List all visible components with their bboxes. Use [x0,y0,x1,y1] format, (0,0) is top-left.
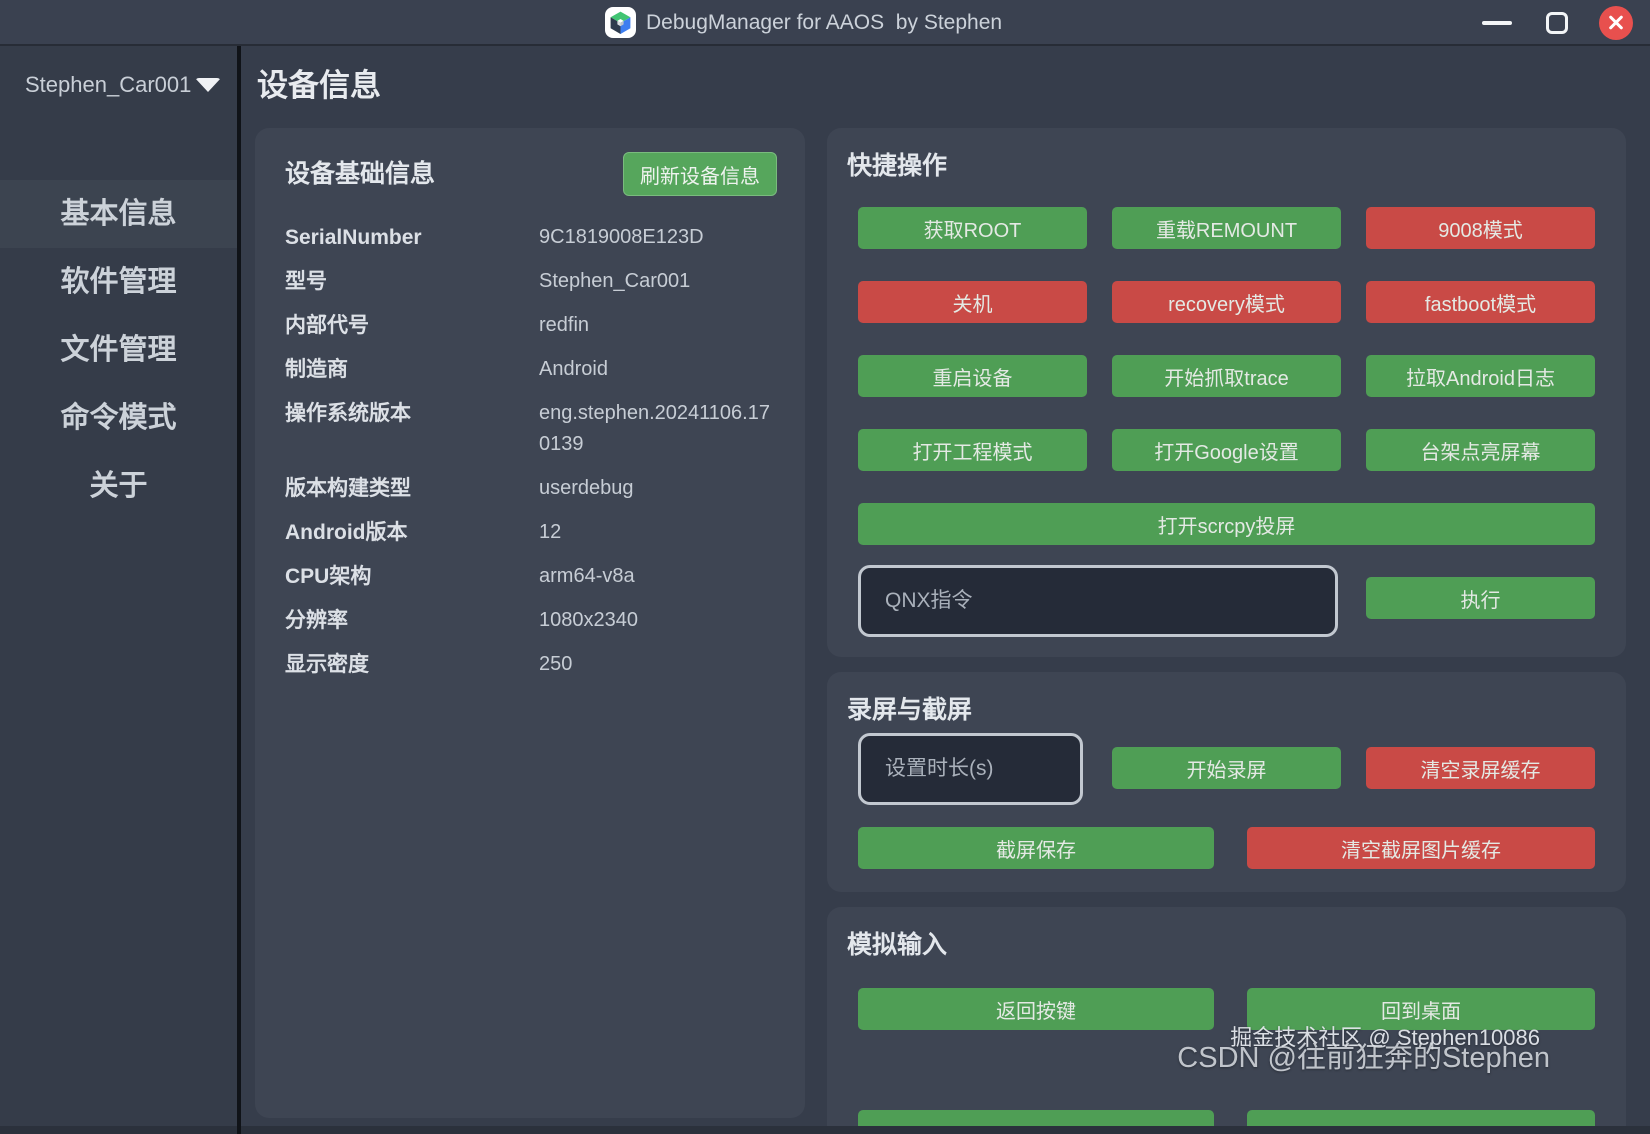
field-manufacturer: 制造商 Android [285,358,608,381]
quick-ops-title: 快捷操作 [847,152,948,180]
record-screenshot-panel: 录屏与截屏 开始录屏 清空录屏缓存 截屏保存 清空截屏图片缓存 [827,672,1626,892]
device-selector[interactable]: Stephen_Car001 [0,64,237,108]
app-logo-icon [605,7,636,38]
field-model: 型号 Stephen_Car001 [285,270,691,293]
field-cpu-arch: CPU架构 arm64-v8a [285,565,635,588]
field-serial-number: SerialNumber 9C1819008E123D [285,226,704,249]
field-os-version: 操作系统版本 eng.stephen.20241106.170139 [285,402,770,455]
chevron-down-icon [195,78,221,92]
window-bottom-edge [0,1126,1650,1134]
recovery-mode-button[interactable]: recovery模式 [1112,281,1341,323]
minimize-icon [1482,21,1512,25]
record-panel-title: 录屏与截屏 [847,696,973,724]
sidebar-divider [237,46,241,1134]
sidebar-menu: 基本信息 软件管理 文件管理 命令模式 关于 [0,180,237,520]
field-android-version: Android版本 12 [285,521,562,544]
clear-record-cache-button[interactable]: 清空录屏缓存 [1366,747,1595,789]
sidebar-item-files[interactable]: 文件管理 [60,334,177,366]
start-trace-button[interactable]: 开始抓取trace [1112,355,1341,397]
sidebar: Stephen_Car001 基本信息 软件管理 文件管理 命令模式 关于 [0,46,237,1134]
engineering-mode-button[interactable]: 打开工程模式 [858,429,1087,471]
sidebar-item-basic-info[interactable]: 基本信息 [0,180,237,248]
quick-ops-panel: 快捷操作 获取ROOT 重载REMOUNT 9008模式 关机 recovery… [827,128,1626,657]
watermark-line1: 掘金技术社区 @ Stephen10086 [1230,1025,1540,1050]
start-record-button[interactable]: 开始录屏 [1112,747,1341,789]
simulated-input-title: 模拟输入 [847,931,948,959]
close-button[interactable] [1599,6,1633,40]
maximize-button[interactable] [1538,4,1576,42]
watermark-line2: CSDN @往前狂奔的Stephen [1177,1042,1550,1074]
get-root-button[interactable]: 获取ROOT [858,207,1087,249]
mode-9008-button[interactable]: 9008模式 [1366,207,1595,249]
field-resolution: 分辨率 1080x2340 [285,609,638,632]
scrcpy-button[interactable]: 打开scrcpy投屏 [858,503,1595,545]
remount-button[interactable]: 重载REMOUNT [1112,207,1341,249]
device-fields: SerialNumber 9C1819008E123D 型号 Stephen_C… [255,196,805,680]
maximize-icon [1546,12,1568,34]
field-density: 显示密度 250 [285,653,573,676]
device-info-panel: 设备基础信息 刷新设备信息 SerialNumber 9C1819008E123… [255,128,805,1118]
execute-button[interactable]: 执行 [1366,577,1595,619]
back-key-button[interactable]: 返回按键 [858,988,1214,1030]
google-settings-button[interactable]: 打开Google设置 [1112,429,1341,471]
qnx-command-input[interactable] [858,565,1338,637]
titlebar: DebugManager for AAOS by Stephen [0,0,1650,46]
field-build-type: 版本构建类型 userdebug [285,477,634,500]
fastboot-mode-button[interactable]: fastboot模式 [1366,281,1595,323]
field-codename: 内部代号 redfin [285,314,590,337]
pull-android-log-button[interactable]: 拉取Android日志 [1366,355,1595,397]
shutdown-button[interactable]: 关机 [858,281,1087,323]
sidebar-item-software[interactable]: 软件管理 [60,266,177,298]
home-button[interactable]: 回到桌面 [1247,988,1595,1030]
sidebar-item-command-mode[interactable]: 命令模式 [60,402,177,434]
page-title: 设备信息 [257,68,381,103]
device-panel-title: 设备基础信息 [285,160,436,188]
bench-screen-on-button[interactable]: 台架点亮屏幕 [1366,429,1595,471]
screenshot-save-button[interactable]: 截屏保存 [858,827,1214,869]
clear-screenshot-cache-button[interactable]: 清空截屏图片缓存 [1247,827,1595,869]
sidebar-item-about[interactable]: 关于 [89,470,148,502]
reboot-device-button[interactable]: 重启设备 [858,355,1087,397]
refresh-device-info-button[interactable]: 刷新设备信息 [623,152,777,196]
duration-input[interactable] [858,733,1083,805]
minimize-button[interactable] [1478,4,1516,42]
window-title: DebugManager for AAOS by Stephen [646,11,1003,34]
quick-ops-grid: 获取ROOT 重载REMOUNT 9008模式 关机 recovery模式 fa… [858,207,1595,471]
device-name: Stephen_Car001 [25,72,192,97]
